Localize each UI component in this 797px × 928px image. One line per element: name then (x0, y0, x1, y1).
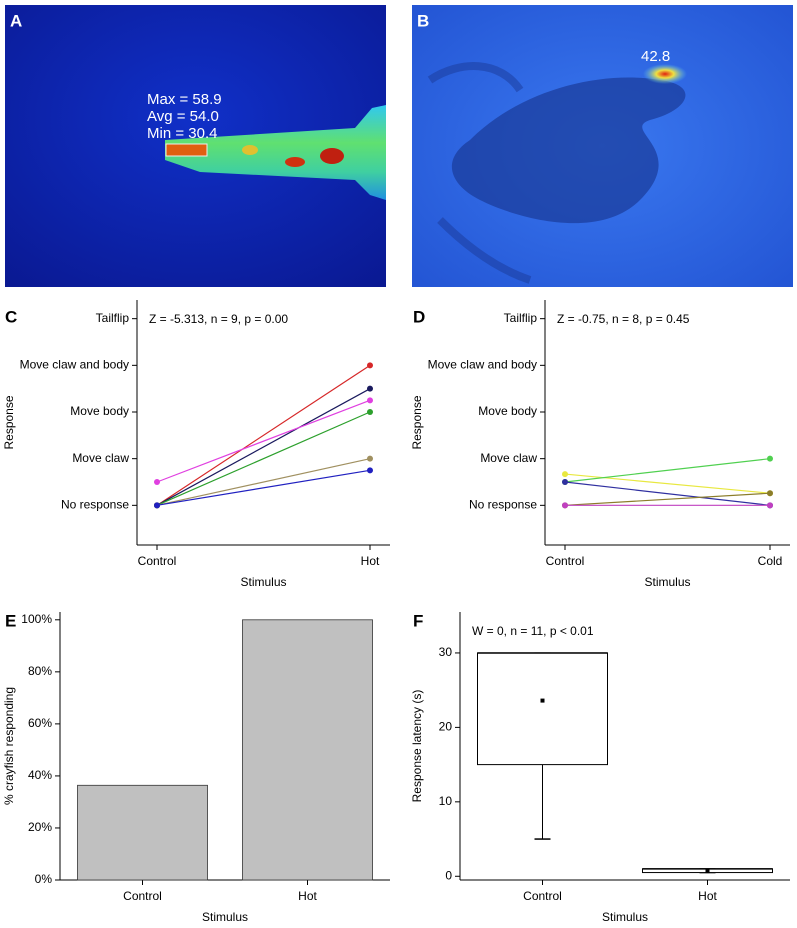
series-line (564, 458, 771, 483)
image-annotation: Avg = 54.0 (147, 108, 219, 125)
y-tick-label: 20% (28, 820, 52, 834)
x-tick-label: Cold (758, 554, 783, 568)
series-line (564, 473, 771, 494)
y-tick-label: No response (61, 498, 129, 512)
point (767, 455, 773, 462)
y-tick-label: Move body (70, 404, 129, 418)
point (367, 467, 373, 474)
thermal-image-b: B 42.8 (412, 5, 793, 287)
image-annotation: Min = 30.4 (147, 125, 217, 142)
series-line (156, 399, 371, 483)
series-line (156, 458, 371, 506)
series-line (564, 492, 771, 506)
y-tick-label: 0% (35, 872, 53, 886)
bar (242, 619, 373, 881)
point (562, 479, 568, 485)
y-tick-label: 0 (445, 868, 452, 882)
mean (540, 698, 545, 703)
x-axis-label: Stimulus (644, 575, 690, 589)
series-line (564, 481, 771, 506)
y-tick-label: 80% (28, 664, 52, 678)
y-tick-label: Move claw and body (20, 358, 129, 372)
series-line (156, 469, 371, 506)
y-axis-label: Response (410, 395, 424, 449)
y-axis-label: % crayfish responding (2, 687, 16, 805)
y-axis-label: Response (2, 395, 16, 449)
x-axis-label: Stimulus (202, 910, 248, 924)
point (562, 502, 568, 509)
panel-label: B (417, 11, 429, 30)
y-tick-label: Move body (478, 404, 537, 418)
panel-label: C (5, 307, 17, 326)
x-tick-label: Control (546, 554, 585, 568)
panel-label: E (5, 611, 16, 630)
point (367, 362, 373, 369)
point (367, 385, 373, 392)
x-axis-label: Stimulus (240, 575, 286, 589)
image-annotation: Max = 58.9 (147, 91, 222, 108)
panel-label: A (10, 11, 22, 30)
image-annotation: 42.8 (641, 48, 670, 65)
x-tick-label: Hot (298, 889, 317, 903)
y-tick-label: Tailflip (96, 311, 130, 325)
x-tick-label: Control (123, 889, 162, 903)
y-axis-label: Response latency (s) (410, 690, 424, 803)
y-tick-label: Move claw (72, 451, 129, 465)
x-tick-label: Control (523, 889, 562, 903)
mean (705, 869, 710, 874)
thermal-image-a: A Max = 58.9 Avg = 54.0 Min = 30.4 (5, 5, 386, 287)
point (154, 502, 160, 509)
y-tick-label: 100% (21, 612, 52, 626)
annotation: W = 0, n = 11, p < 0.01 (472, 624, 594, 638)
panel-label: D (413, 307, 425, 326)
point (562, 471, 568, 478)
series-line (156, 364, 371, 506)
bar (77, 784, 208, 881)
series-line (156, 388, 371, 506)
y-tick-label: Move claw and body (428, 358, 537, 372)
y-tick-label: 20 (439, 720, 453, 734)
x-tick-label: Hot (698, 889, 717, 903)
y-tick-label: 40% (28, 768, 52, 782)
box (477, 652, 608, 766)
x-axis-label: Stimulus (602, 910, 648, 924)
y-tick-label: 30 (439, 645, 453, 659)
y-tick-label: No response (469, 498, 537, 512)
y-tick-label: Tailflip (504, 311, 538, 325)
y-tick-label: 10 (439, 794, 453, 808)
point (367, 397, 373, 404)
point (367, 455, 373, 462)
x-tick-label: Control (138, 554, 177, 568)
y-tick-label: 60% (28, 716, 52, 730)
y-tick-label: Move claw (480, 451, 537, 465)
annotation: Z = -5.313, n = 9, p = 0.00 (149, 312, 288, 326)
point (154, 479, 160, 485)
series-line (156, 411, 371, 506)
annotation: Z = -0.75, n = 8, p = 0.45 (557, 312, 690, 326)
point (367, 409, 373, 415)
x-tick-label: Hot (361, 554, 380, 568)
point (767, 490, 773, 497)
panel-label: F (413, 611, 423, 630)
point (767, 502, 773, 509)
